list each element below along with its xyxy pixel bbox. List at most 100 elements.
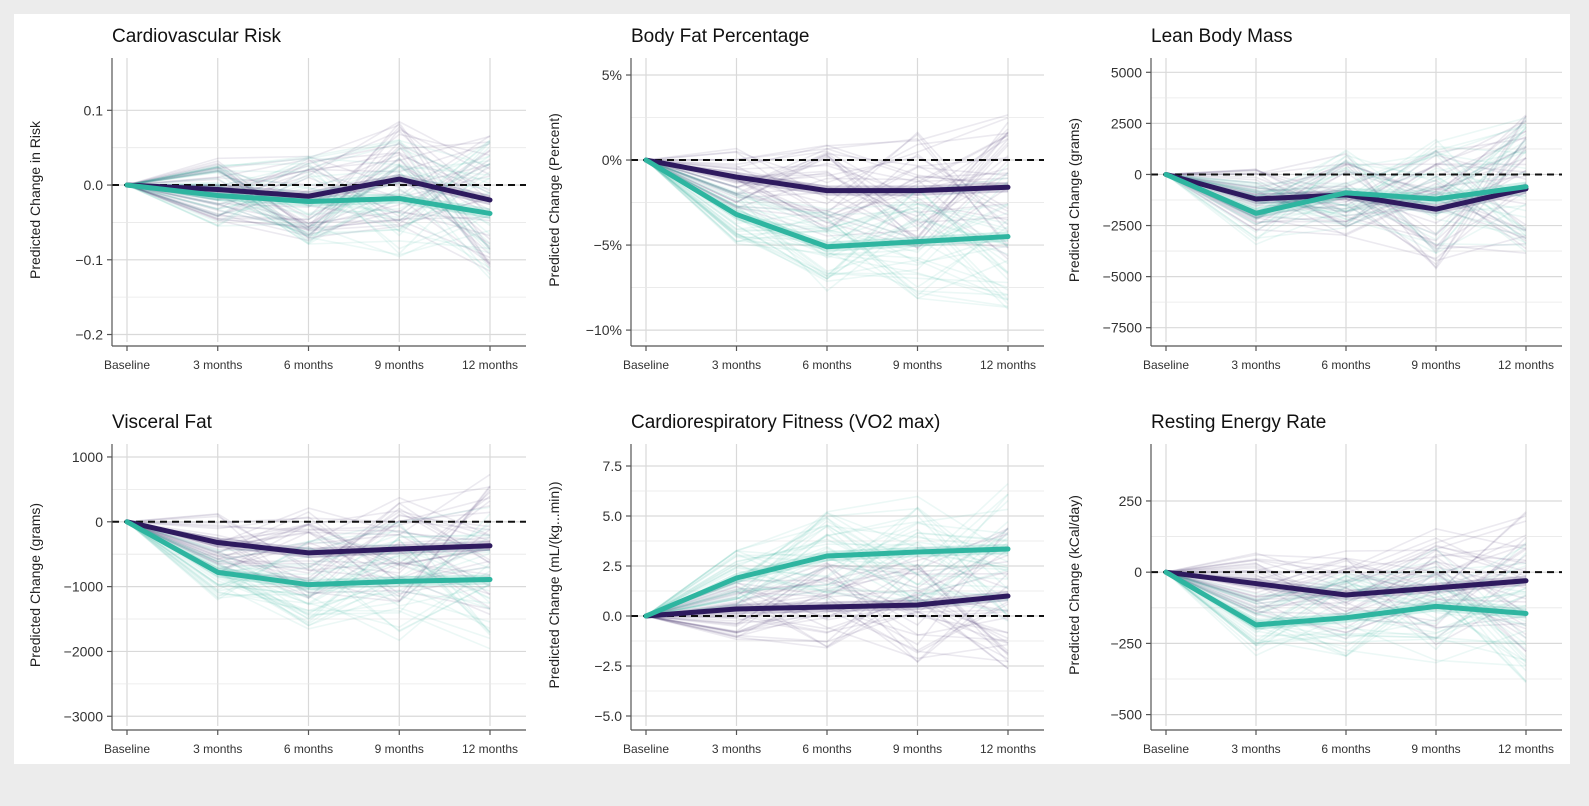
individual-trajectory (126, 521, 491, 596)
individual-trajectory (126, 521, 491, 630)
individual-trajectory (1165, 173, 1527, 242)
individual-trajectory (1165, 548, 1527, 611)
y-axis-label: Predicted Change (grams) (27, 503, 43, 667)
individual-trajectory (645, 599, 1009, 670)
individual-trajectory (645, 155, 1009, 210)
y-tick-label: −0.2 (75, 327, 103, 343)
individual-trajectory (1165, 158, 1527, 236)
individual-trajectory (126, 172, 491, 250)
individual-trajectory (645, 524, 1009, 622)
x-tick-label: 12 months (1498, 358, 1554, 372)
individual-trajectory (645, 576, 1009, 617)
y-tick-label: 0 (1134, 564, 1142, 580)
individual-trajectory (645, 527, 1009, 626)
individual-trajectory (645, 551, 1009, 617)
mean-line-group-a (1163, 569, 1529, 598)
y-tick-label: 0 (95, 514, 103, 530)
y-tick-label: −7500 (1103, 320, 1143, 336)
individual-trajectory (645, 138, 1009, 246)
individual-trajectory (645, 159, 1009, 273)
individual-trajectory (645, 159, 1009, 224)
x-tick-label: 9 months (375, 742, 424, 756)
x-tick-label: 12 months (980, 358, 1036, 372)
individual-trajectory (645, 554, 1009, 648)
individual-trajectory (126, 165, 491, 217)
individual-trajectory (1165, 545, 1527, 599)
individual-trajectory (126, 184, 491, 265)
individual-trajectory (1165, 571, 1527, 657)
individual-trajectory (126, 157, 491, 265)
individual-trajectory (1165, 119, 1527, 203)
individual-trajectory (645, 533, 1009, 617)
individual-trajectory (645, 565, 1009, 664)
y-axis-label: Predicted Change (Percent) (546, 113, 562, 287)
confidence-band (127, 173, 490, 206)
individual-trajectory (645, 150, 1009, 221)
individual-trajectory (126, 521, 491, 599)
y-tick-label: −1000 (64, 579, 104, 595)
individual-trajectory (126, 521, 491, 634)
mean-line-group-b (643, 546, 1011, 619)
chart-grid: 0.1 0.0 −0.1 −0.2 Baseline 3 months 6 months 9 … (27, 26, 1562, 756)
individual-trajectory (1165, 571, 1527, 657)
individual-trajectory (645, 159, 1009, 300)
individual-trajectory (645, 522, 1009, 617)
x-tick-label: 6 months (802, 358, 851, 372)
individual-trajectory (645, 483, 1009, 617)
individual-trajectory (645, 159, 1009, 280)
individual-trajectory (645, 520, 1009, 617)
x-tick-label: 9 months (1411, 742, 1460, 756)
mean-line-group-a (124, 176, 493, 203)
individual-trajectory (645, 159, 1009, 281)
individual-trajectory (126, 521, 491, 588)
individual-trajectory (126, 513, 491, 576)
x-tick-label: 9 months (1411, 358, 1460, 372)
y-axis-label: Predicted Change (kCal/day) (1066, 495, 1082, 675)
individual-trajectory (126, 521, 491, 603)
individual-trajectory (1165, 562, 1527, 652)
individual-trajectory (1165, 565, 1527, 658)
individual-trajectory (126, 126, 491, 219)
x-tick-label: 9 months (893, 358, 942, 372)
panel-title: Lean Body Mass (1151, 26, 1293, 47)
individual-trajectory (1165, 136, 1527, 266)
individual-trajectory (645, 132, 1009, 237)
individual-trajectory (645, 159, 1009, 260)
individual-trajectory (645, 154, 1009, 250)
individual-trajectory (1165, 547, 1527, 640)
individual-trajectory (645, 589, 1009, 644)
individual-trajectory (645, 495, 1009, 617)
individual-trajectory (126, 521, 491, 599)
individual-trajectory (645, 531, 1009, 627)
individual-trajectory (1165, 120, 1527, 208)
individual-trajectory (126, 521, 491, 606)
confidence-band (1166, 572, 1526, 601)
individual-trajectory (645, 151, 1009, 230)
individual-trajectory (1165, 544, 1527, 648)
individual-trajectory (645, 581, 1009, 634)
mean-line-group-b (643, 157, 1011, 250)
y-axis-label: Predicted Change in Risk (27, 120, 43, 279)
individual-trajectory (1165, 135, 1527, 223)
y-tick-label: 7.5 (603, 458, 623, 474)
individual-trajectory (126, 521, 491, 616)
x-tick-label: 12 months (462, 742, 518, 756)
individual-trajectory (126, 521, 491, 633)
individual-trajectory (1165, 114, 1527, 202)
individual-trajectory (126, 485, 491, 603)
individual-trajectory (1165, 150, 1527, 201)
individual-trajectory (1165, 511, 1527, 596)
y-tick-label: −0.1 (75, 252, 103, 268)
individual-trajectory (126, 120, 491, 206)
individual-trajectory (645, 159, 1009, 310)
individual-trajectory (126, 511, 491, 584)
individual-trajectory (126, 521, 491, 607)
individual-trajectory (645, 144, 1009, 244)
mean-line-group-a (643, 593, 1011, 619)
individual-trajectory (1165, 571, 1527, 672)
individual-trajectory (1165, 554, 1527, 646)
individual-trajectory (1165, 549, 1527, 607)
individual-trajectory (645, 159, 1009, 291)
individual-trajectory (1165, 571, 1527, 652)
individual-trajectory (1165, 558, 1527, 591)
